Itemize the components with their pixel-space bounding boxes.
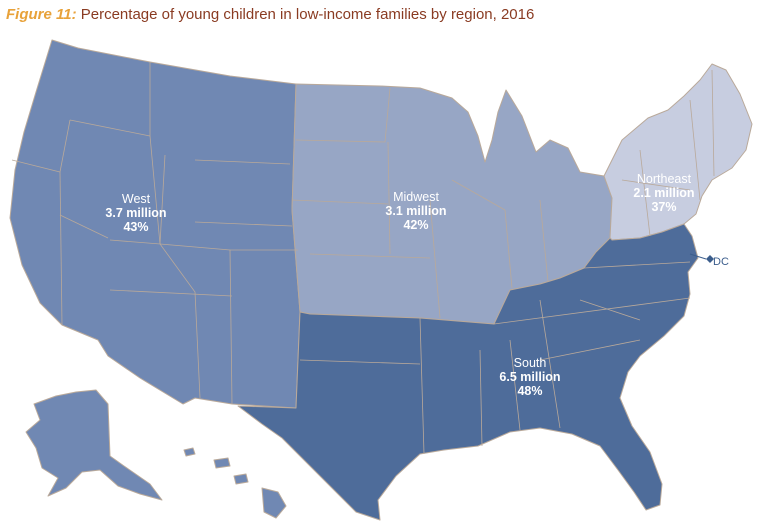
figure-title-text: Percentage of young children in low-inco… bbox=[80, 6, 535, 23]
region-value: 2.1 million bbox=[633, 186, 695, 200]
region-label-northeast: Northeast 2.1 million 37% bbox=[633, 172, 694, 214]
region-name: Midwest bbox=[393, 190, 439, 204]
figure-title: Figure 11: Percentage of young children … bbox=[6, 6, 534, 23]
region-label-midwest: Midwest 3.1 million 42% bbox=[385, 190, 446, 232]
region-percentage: 37% bbox=[651, 200, 677, 214]
region-value: 6.5 million bbox=[499, 370, 561, 384]
region-percentage: 48% bbox=[517, 384, 543, 398]
dc-label: DC bbox=[713, 256, 729, 268]
state-borders bbox=[11, 62, 715, 455]
region-west-hawaii-1 bbox=[183, 447, 196, 457]
region-name: Northeast bbox=[636, 172, 692, 186]
region-percentage: 43% bbox=[123, 220, 149, 234]
region-west-alaska bbox=[25, 389, 163, 501]
region-name: South bbox=[513, 356, 547, 370]
figure-number: Figure 11: bbox=[6, 6, 77, 23]
region-value: 3.1 million bbox=[385, 204, 447, 218]
region-name: West bbox=[121, 192, 151, 206]
dc-marker-icon bbox=[706, 255, 714, 263]
region-south bbox=[237, 223, 699, 521]
region-west-hawaii-3 bbox=[233, 473, 249, 485]
region-percentage: 42% bbox=[403, 218, 429, 232]
region-value: 3.7 million bbox=[105, 206, 167, 220]
region-label-south: South 6.5 million 48% bbox=[499, 356, 560, 398]
region-west-hawaii-2 bbox=[213, 457, 231, 469]
dc-leader-line bbox=[689, 253, 707, 260]
region-west bbox=[9, 39, 301, 409]
region-label-west: West 3.7 million 43% bbox=[105, 192, 166, 234]
region-west-hawaii-4 bbox=[261, 487, 287, 519]
